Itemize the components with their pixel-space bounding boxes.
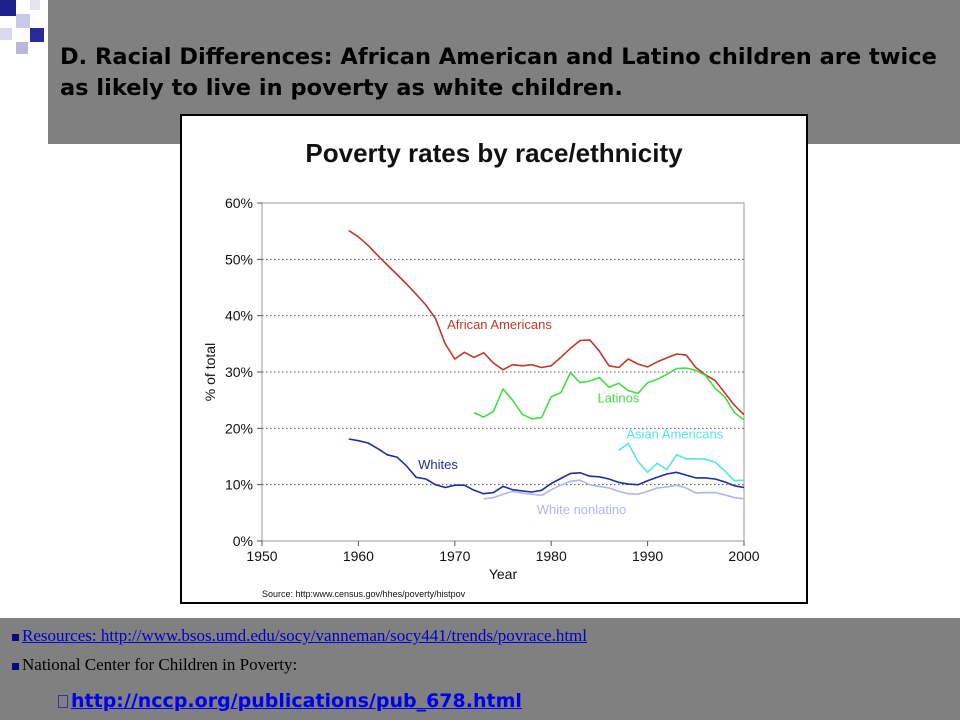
- x-tick-label: 1950: [246, 548, 277, 564]
- y-tick-label: 60%: [225, 195, 253, 211]
- series-label-latinos: Latinos: [597, 390, 639, 405]
- series-label-white-nonlatino: White nonlatino: [537, 502, 627, 517]
- x-tick-label: 1980: [536, 548, 567, 564]
- decorative-square: [0, 28, 12, 40]
- bullet-nccp: National Center for Children in Poverty:: [12, 655, 297, 675]
- y-tick-label: 0%: [233, 533, 253, 549]
- x-tick-label: 2000: [728, 548, 759, 564]
- x-axis-label: Year: [489, 566, 518, 582]
- bullet-square-icon: [12, 633, 19, 641]
- chart-figure: Poverty rates by race/ethnicity 0% 10% 20%…: [180, 114, 808, 604]
- source-note: Source: http:www.census.gov/hhes/poverty…: [262, 589, 466, 599]
- chart-title: Poverty rates by race/ethnicity: [305, 138, 683, 168]
- x-tick-label: 1990: [632, 548, 663, 564]
- series-line-white-nonlatino: [483, 479, 745, 500]
- poverty-chart: Poverty rates by race/ethnicity 0% 10% 20%…: [202, 138, 760, 599]
- bullet-square-icon: [12, 662, 19, 670]
- bullet-resources: Resources: http://www.bsos.umd.edu/socy/…: [12, 626, 587, 646]
- decorative-square: [30, 28, 44, 42]
- x-tick-label: 1960: [343, 548, 374, 564]
- x-tick-labels: 1950 1960 1970 1980 1990 2000: [246, 541, 760, 564]
- footer-band: [0, 618, 960, 720]
- gridlines: [262, 258, 744, 486]
- x-tick-label: 1970: [439, 548, 470, 564]
- nccp-link[interactable]: http://nccp.org/publications/pub_678.htm…: [71, 690, 522, 712]
- y-tick-label: 50%: [225, 251, 253, 267]
- y-tick-label: 10%: [225, 477, 253, 493]
- y-tick-label: 40%: [225, 308, 253, 324]
- slide-title: D. Racial Differences: African American …: [60, 44, 937, 101]
- series-label-asian-americans: Asian Americans: [626, 426, 723, 441]
- series-label-african-americans: African Americans: [447, 317, 552, 332]
- decorative-square: [16, 14, 30, 28]
- series-labels: African Americans Latinos Asian Americans W…: [418, 317, 724, 517]
- series-lines: [348, 229, 745, 500]
- nccp-text: National Center for Children in Poverty:: [22, 655, 298, 674]
- decorative-square: [0, 0, 16, 16]
- y-tick-labels: 0% 10% 20% 30% 40% 50% 60%: [225, 195, 262, 549]
- sub-bullet-box-icon: [58, 695, 68, 708]
- decorative-square: [30, 0, 40, 10]
- resources-link[interactable]: Resources: http://www.bsos.umd.edu/socy/…: [22, 626, 587, 645]
- series-line-whites: [348, 438, 745, 495]
- series-line-african-americans: [348, 229, 745, 416]
- y-tick-label: 20%: [225, 420, 253, 436]
- decorative-square: [16, 42, 28, 54]
- sub-bullet-nccp: http://nccp.org/publications/pub_678.htm…: [58, 690, 522, 712]
- y-axis-label: % of total: [202, 343, 218, 401]
- series-line-latinos: [473, 367, 745, 421]
- series-label-whites: Whites: [418, 457, 458, 472]
- y-tick-label: 30%: [225, 364, 253, 380]
- series-line-asian-americans: [618, 442, 745, 482]
